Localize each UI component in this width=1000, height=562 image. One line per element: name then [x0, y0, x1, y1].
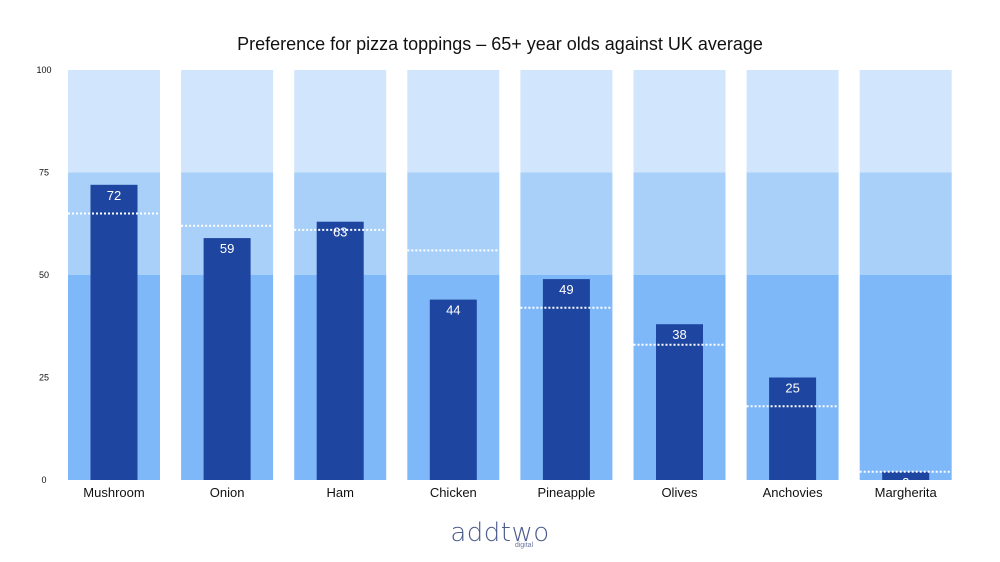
data-labels: 72 59 63 44 49 38 25 2: [107, 188, 910, 490]
average-lines: [68, 212, 952, 473]
data-label-mushroom: 72: [107, 188, 121, 203]
bar-pineapple: [542, 279, 590, 480]
data-label-olives: 38: [672, 327, 686, 342]
x-label-chicken: Chicken: [430, 485, 477, 500]
data-label-ham: 63: [333, 225, 347, 240]
y-axis-ticks: 0 25 50 75 100: [36, 65, 51, 485]
data-label-onion: 59: [220, 241, 234, 256]
band-olives-2: [633, 70, 726, 173]
band-olives-1: [633, 172, 726, 275]
data-label-chicken: 44: [446, 303, 460, 318]
band-mushroom-2: [68, 70, 160, 173]
background-bands: [68, 70, 952, 480]
logo-subtext: digital: [514, 542, 534, 549]
band-chicken-2: [407, 70, 500, 173]
band-margherita-0: [859, 275, 952, 480]
band-pineapple-1: [520, 172, 613, 275]
band-ham-2: [294, 70, 387, 173]
band-onion-2: [181, 70, 274, 173]
band-anchovies-2: [746, 70, 839, 173]
bar-anchovies: [769, 377, 817, 480]
bar-olives: [656, 324, 703, 480]
x-label-anchovies: Anchovies: [763, 485, 823, 500]
addtwo-logo: addtwo digital: [0, 520, 1000, 549]
chart-title: Preference for pizza toppings – 65+ year…: [237, 34, 763, 54]
bar-chicken: [429, 299, 477, 480]
bar-onion: [203, 238, 251, 480]
y-tick-25: 25: [39, 373, 49, 383]
y-tick-75: 75: [39, 168, 49, 178]
bar-margherita: [882, 471, 930, 480]
y-tick-0: 0: [41, 475, 46, 485]
bar-ham: [316, 221, 364, 480]
x-label-olives: Olives: [661, 485, 698, 500]
x-label-ham: Ham: [326, 485, 353, 500]
bar-mushroom: [90, 184, 138, 481]
logo-text: addtwo: [450, 518, 550, 548]
y-tick-100: 100: [36, 65, 51, 75]
data-label-margherita: 2: [902, 475, 909, 490]
y-tick-50: 50: [39, 270, 49, 280]
band-pineapple-2: [520, 70, 613, 173]
x-label-pineapple: Pineapple: [537, 485, 595, 500]
x-label-mushroom: Mushroom: [83, 485, 144, 500]
band-chicken-1: [407, 172, 500, 275]
x-label-onion: Onion: [210, 485, 245, 500]
x-label-margherita: Margherita: [875, 485, 938, 500]
band-margherita-1: [859, 172, 952, 275]
x-axis-labels: Mushroom Onion Ham Chicken Pineapple Olives An…: [83, 485, 937, 500]
data-label-anchovies: 25: [785, 381, 799, 396]
band-anchovies-1: [746, 172, 839, 275]
data-label-pineapple: 49: [559, 282, 573, 297]
band-margherita-2: [859, 70, 952, 173]
bars: [90, 184, 930, 481]
